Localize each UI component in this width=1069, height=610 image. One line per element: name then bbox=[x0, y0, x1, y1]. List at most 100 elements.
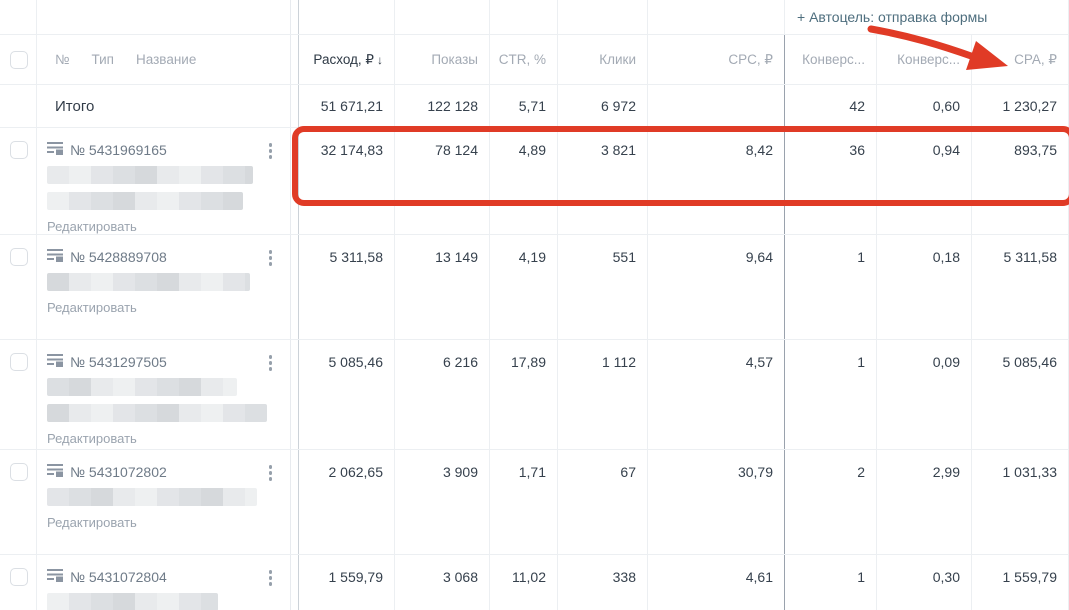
clicks-cell: 67 bbox=[558, 450, 648, 554]
ctr-cell: 11,02 bbox=[490, 555, 558, 610]
frozen-pane-divider bbox=[291, 555, 299, 610]
cost-cell: 5 311,58 bbox=[299, 235, 395, 339]
row-checkbox[interactable] bbox=[10, 248, 28, 266]
totals-row: Итого 51 671,21 122 128 5,71 6 972 42 0,… bbox=[0, 85, 1069, 128]
table-body: № 5431969165 Редактировать 32 174,83 78 124… bbox=[0, 128, 1069, 610]
row-menu-button[interactable] bbox=[267, 141, 275, 161]
conversion-rate-cell: 0,09 bbox=[877, 340, 972, 449]
frozen-pane-divider bbox=[291, 235, 299, 339]
clicks-cell: 338 bbox=[558, 555, 648, 610]
impressions-cell: 3 909 bbox=[395, 450, 490, 554]
totals-cost: 51 671,21 bbox=[299, 85, 395, 127]
sort-desc-icon: ↓ bbox=[377, 52, 383, 67]
frozen-pane-divider bbox=[291, 450, 299, 554]
conversions-cell: 2 bbox=[785, 450, 877, 554]
redacted-campaign-name bbox=[47, 488, 257, 506]
cost-cell: 2 062,65 bbox=[299, 450, 395, 554]
totals-conversions: 42 bbox=[785, 85, 877, 127]
ctr-cell: 4,89 bbox=[490, 128, 558, 234]
totals-cpc bbox=[648, 85, 785, 127]
campaign-row: № 5431072802 Редактировать 2 062,65 3 909 1,… bbox=[0, 450, 1069, 555]
header-ctr[interactable]: CTR, % bbox=[490, 35, 558, 84]
frozen-pane-divider bbox=[291, 0, 299, 34]
campaign-row: № 5431969165 Редактировать 32 174,83 78 124… bbox=[0, 128, 1069, 235]
cpa-cell: 893,75 bbox=[972, 128, 1069, 234]
campaign-number[interactable]: № 5428889708 bbox=[70, 248, 167, 265]
redacted-campaign-name bbox=[47, 593, 218, 610]
row-menu-button[interactable] bbox=[267, 248, 275, 268]
impressions-cell: 13 149 bbox=[395, 235, 490, 339]
header-cpc[interactable]: CPC, ₽ bbox=[648, 35, 785, 84]
redacted-campaign-name bbox=[47, 273, 250, 291]
row-checkbox[interactable] bbox=[10, 568, 28, 586]
edit-link[interactable]: Редактировать bbox=[47, 515, 137, 530]
redacted-campaign-name bbox=[47, 378, 237, 396]
campaign-name-cell: № 5431969165 Редактировать bbox=[37, 128, 291, 234]
select-all-checkbox[interactable] bbox=[10, 50, 28, 69]
row-checkbox[interactable] bbox=[10, 353, 28, 371]
edit-link[interactable]: Редактировать bbox=[47, 219, 137, 234]
row-checkbox[interactable] bbox=[10, 141, 28, 159]
cost-cell: 5 085,46 bbox=[299, 340, 395, 449]
edit-link[interactable]: Редактировать bbox=[47, 300, 137, 315]
autogoal-link[interactable]: + Автоцель: отправка формы bbox=[785, 0, 1069, 34]
totals-ctr: 5,71 bbox=[490, 85, 558, 127]
row-menu-button[interactable] bbox=[267, 463, 275, 483]
cpa-cell: 1 031,33 bbox=[972, 450, 1069, 554]
redacted-campaign-name bbox=[47, 192, 243, 210]
frozen-pane-divider bbox=[291, 340, 299, 449]
edit-link[interactable]: Редактировать bbox=[47, 431, 137, 446]
cpc-cell: 30,79 bbox=[648, 450, 785, 554]
totals-clicks: 6 972 bbox=[558, 85, 648, 127]
cpa-cell: 5 311,58 bbox=[972, 235, 1069, 339]
totals-conversion-rate: 0,60 bbox=[877, 85, 972, 127]
header-clicks[interactable]: Клики bbox=[558, 35, 648, 84]
campaign-number[interactable]: № 5431297505 bbox=[70, 353, 167, 370]
campaign-row: № 5431297505 Редактировать 5 085,46 6 216 17… bbox=[0, 340, 1069, 450]
campaign-type-icon bbox=[47, 568, 63, 585]
campaign-name-cell: № 5428889708 Редактировать bbox=[37, 235, 291, 339]
cpc-cell: 9,64 bbox=[648, 235, 785, 339]
clicks-cell: 3 821 bbox=[558, 128, 648, 234]
redacted-campaign-name bbox=[47, 166, 253, 184]
campaign-number[interactable]: № 5431072802 bbox=[70, 463, 167, 480]
impressions-cell: 6 216 bbox=[395, 340, 490, 449]
conversions-cell: 1 bbox=[785, 235, 877, 339]
cost-cell: 32 174,83 bbox=[299, 128, 395, 234]
header-impressions[interactable]: Показы bbox=[395, 35, 490, 84]
impressions-cell: 78 124 bbox=[395, 128, 490, 234]
conversion-rate-cell: 0,94 bbox=[877, 128, 972, 234]
clicks-cell: 1 112 bbox=[558, 340, 648, 449]
ctr-cell: 1,71 bbox=[490, 450, 558, 554]
ctr-cell: 4,19 bbox=[490, 235, 558, 339]
conversion-rate-cell: 0,30 bbox=[877, 555, 972, 610]
campaign-name-cell: № 5431297505 Редактировать bbox=[37, 340, 291, 449]
header-conversion-rate[interactable]: Конверс... bbox=[877, 35, 972, 84]
cpc-cell: 8,42 bbox=[648, 128, 785, 234]
totals-impressions: 122 128 bbox=[395, 85, 490, 127]
campaign-number[interactable]: № 5431072804 bbox=[70, 568, 167, 585]
row-menu-button[interactable] bbox=[267, 568, 275, 588]
campaign-type-icon bbox=[47, 248, 63, 265]
conversion-rate-cell: 0,18 bbox=[877, 235, 972, 339]
campaign-name-cell: № 5431072802 Редактировать bbox=[37, 450, 291, 554]
totals-cpa: 1 230,27 bbox=[972, 85, 1069, 127]
header-conversions[interactable]: Конверс... bbox=[785, 35, 877, 84]
row-menu-button[interactable] bbox=[267, 353, 275, 373]
header-cpa[interactable]: CPA, ₽ bbox=[972, 35, 1069, 84]
cpa-cell: 5 085,46 bbox=[972, 340, 1069, 449]
cpa-cell: 1 559,79 bbox=[972, 555, 1069, 610]
goal-group-band: + Автоцель: отправка формы bbox=[0, 0, 1069, 35]
campaign-row: № 5431072804Редактировать1 559,793 06811… bbox=[0, 555, 1069, 610]
campaign-number[interactable]: № 5431969165 bbox=[70, 141, 167, 158]
header-cost-sorted[interactable]: Расход, ₽ ↓ bbox=[299, 35, 395, 84]
conversion-rate-cell: 2,99 bbox=[877, 450, 972, 554]
campaign-name-cell: № 5431072804Редактировать bbox=[37, 555, 291, 610]
totals-label: Итого bbox=[55, 97, 95, 115]
header-type: Тип bbox=[91, 52, 114, 67]
cpc-cell: 4,61 bbox=[648, 555, 785, 610]
row-checkbox[interactable] bbox=[10, 463, 28, 481]
clicks-cell: 551 bbox=[558, 235, 648, 339]
header-name: Название bbox=[136, 52, 197, 67]
